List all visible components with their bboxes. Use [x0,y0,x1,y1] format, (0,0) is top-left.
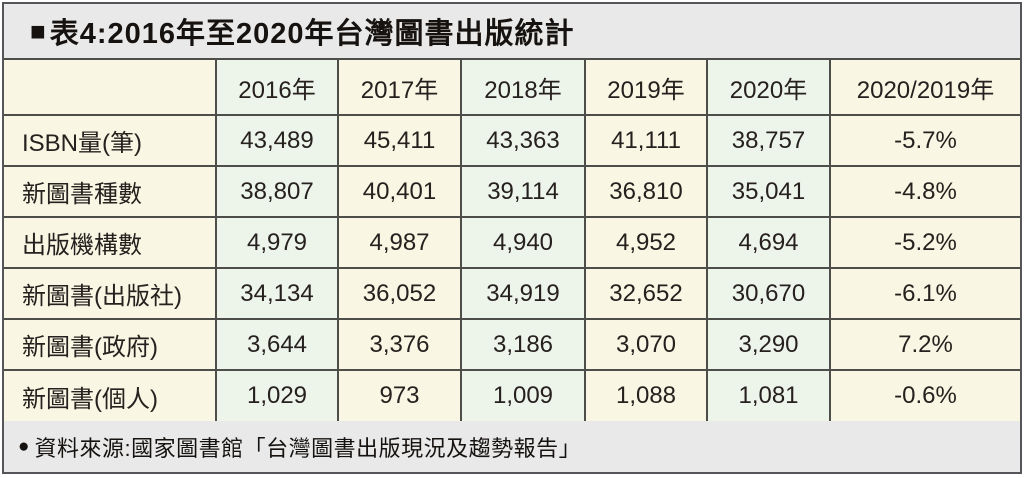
cell: 3,070 [584,318,708,371]
cell: 4,952 [584,216,708,269]
cell: 1,029 [215,369,339,421]
cell: 40,401 [337,165,462,218]
cell: -5.2% [829,216,1020,269]
column-header-2016: 2016年 [215,60,339,116]
cell: -4.8% [829,165,1020,218]
cell: 36,052 [337,267,462,320]
row-label: 新圖書種數 [4,165,217,218]
cell: 32,652 [584,267,708,320]
bullet-icon: ● [18,436,30,457]
cell: 36,810 [584,165,708,218]
cell: 4,987 [337,216,462,269]
row-label: 新圖書(出版社) [4,267,217,320]
table-row: 出版機構數 4,979 4,987 4,940 4,952 4,694 -5.2… [4,216,1020,269]
cell: 4,979 [215,216,339,269]
row-label: 新圖書(個人) [4,369,217,421]
table-row: 新圖書種數 38,807 40,401 39,114 36,810 35,041… [4,165,1020,218]
page-title: 表4:2016年至2020年台灣圖書出版統計 [49,18,575,50]
cell: 43,489 [215,114,339,167]
cell: 43,363 [460,114,586,167]
header-row: 2016年 2017年 2018年 2019年 2020年 2020/2019年 [4,60,1020,116]
cell: 3,290 [706,318,831,371]
row-label: 出版機構數 [4,216,217,269]
column-header-2019: 2019年 [584,60,708,116]
column-header-2020: 2020年 [706,60,831,116]
cell: -0.6% [829,369,1020,421]
cell: 34,919 [460,267,586,320]
table-row: 新圖書(個人) 1,029 973 1,009 1,088 1,081 -0.6… [4,369,1020,421]
cell: 7.2% [829,318,1020,371]
column-header-blank [4,60,217,116]
source-bar: ● 資料來源:國家圖書館「台灣圖書出版現況及趨勢報告」 [4,421,1020,472]
table-row: 新圖書(出版社) 34,134 36,052 34,919 32,652 30,… [4,267,1020,320]
cell: 3,644 [215,318,339,371]
column-header-2017: 2017年 [337,60,462,116]
cell: 3,376 [337,318,462,371]
cell: 4,694 [706,216,831,269]
cell: -5.7% [829,114,1020,167]
black-square-icon: ■ [30,16,46,46]
cell: 35,041 [706,165,831,218]
cell: 1,009 [460,369,586,421]
cell: 39,114 [460,165,586,218]
cell: 41,111 [584,114,708,167]
row-label: 新圖書(政府) [4,318,217,371]
cell: 38,757 [706,114,831,167]
table-row: 新圖書(政府) 3,644 3,376 3,186 3,070 3,290 7.… [4,318,1020,371]
cell: 45,411 [337,114,462,167]
title-bar: ■ 表4:2016年至2020年台灣圖書出版統計 [4,4,1020,60]
row-label: ISBN量(筆) [4,114,217,167]
cell: 38,807 [215,165,339,218]
table-row: ISBN量(筆) 43,489 45,411 43,363 41,111 38,… [4,114,1020,167]
source-text: 資料來源:國家圖書館「台灣圖書出版現況及趨勢報告」 [34,435,582,461]
cell: 4,940 [460,216,586,269]
cell: 1,088 [584,369,708,421]
cell: 3,186 [460,318,586,371]
cell: 973 [337,369,462,421]
column-header-2018: 2018年 [460,60,586,116]
column-header-change: 2020/2019年 [829,60,1020,116]
cell: 34,134 [215,267,339,320]
cell: 30,670 [706,267,831,320]
cell: 1,081 [706,369,831,421]
cell: -6.1% [829,267,1020,320]
statistics-table: 2016年 2017年 2018年 2019年 2020年 2020/2019年… [4,60,1020,421]
